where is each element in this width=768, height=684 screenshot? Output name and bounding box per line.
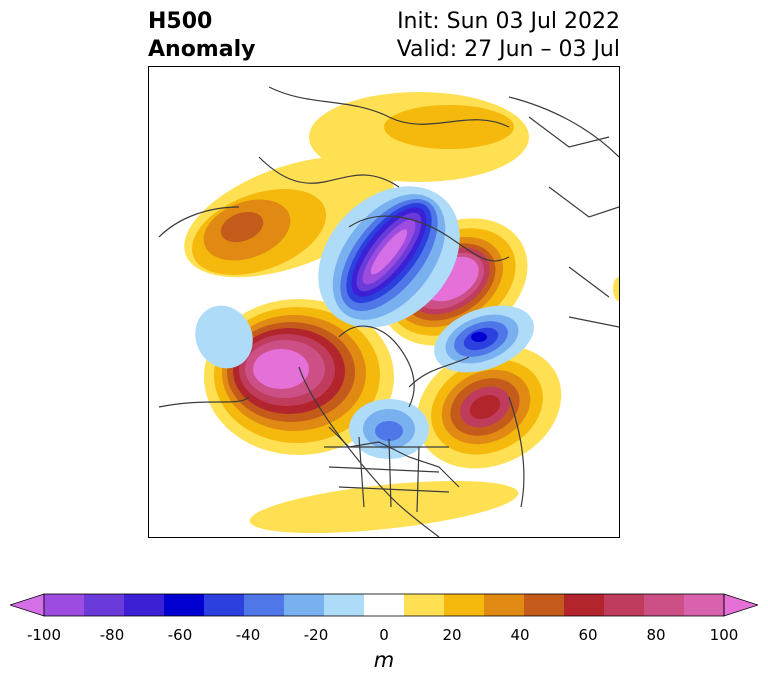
colorbar-cell xyxy=(244,594,285,616)
colorbar-cell xyxy=(444,594,485,616)
colorbar-cell xyxy=(284,594,325,616)
map-panel xyxy=(148,66,620,538)
colorbar-tick-label: -60 xyxy=(167,626,193,644)
init-label: Init: Sun 03 Jul 2022 xyxy=(397,9,620,34)
colorbar-cell xyxy=(204,594,245,616)
colorbar-tick-label: 80 xyxy=(646,626,666,644)
title-line1: H500 xyxy=(148,9,213,34)
colorbar-tick-label: 0 xyxy=(379,626,389,644)
colorbar-cell xyxy=(564,594,605,616)
colorbar-cell xyxy=(684,594,725,616)
colorbar-extend-low xyxy=(10,593,45,617)
map-title: H500 Anomaly xyxy=(148,8,255,64)
colorbar-extend-high xyxy=(723,593,758,617)
colorbar-tick-label: -40 xyxy=(235,626,261,644)
colorbar-tick-label: -80 xyxy=(99,626,125,644)
colorbar-cell xyxy=(604,594,645,616)
unit-label: m xyxy=(373,648,395,672)
coastlines xyxy=(158,86,619,537)
anomaly-map xyxy=(158,86,619,537)
colorbar-tick-label: -20 xyxy=(303,626,329,644)
colorbar-cell xyxy=(484,594,525,616)
colorbar xyxy=(10,593,758,617)
colorbar-cell xyxy=(644,594,685,616)
colorbar-cell xyxy=(324,594,365,616)
colorbar-cell xyxy=(524,594,565,616)
colorbar-cell xyxy=(164,594,205,616)
colorbar-tick-label: 100 xyxy=(709,626,739,644)
colorbar-outline xyxy=(43,593,725,617)
colorbar-cell xyxy=(364,594,405,616)
colorbar-tick-label: -100 xyxy=(26,626,62,644)
colorbar-tick-label: 60 xyxy=(578,626,598,644)
negative-anomalies xyxy=(195,186,534,459)
map-subtitle: Init: Sun 03 Jul 2022 Valid: 27 Jun – 03… xyxy=(397,8,620,64)
colorbar-cell xyxy=(404,594,445,616)
title-line2: Anomaly xyxy=(148,37,256,62)
colorbar-tick-label: 40 xyxy=(510,626,530,644)
valid-label: Valid: 27 Jun – 03 Jul xyxy=(396,37,620,62)
colorbar-cell xyxy=(44,594,85,616)
colorbar-cell xyxy=(124,594,165,616)
colorbar-tick-label: 20 xyxy=(442,626,462,644)
colorbar-cell xyxy=(84,594,125,616)
